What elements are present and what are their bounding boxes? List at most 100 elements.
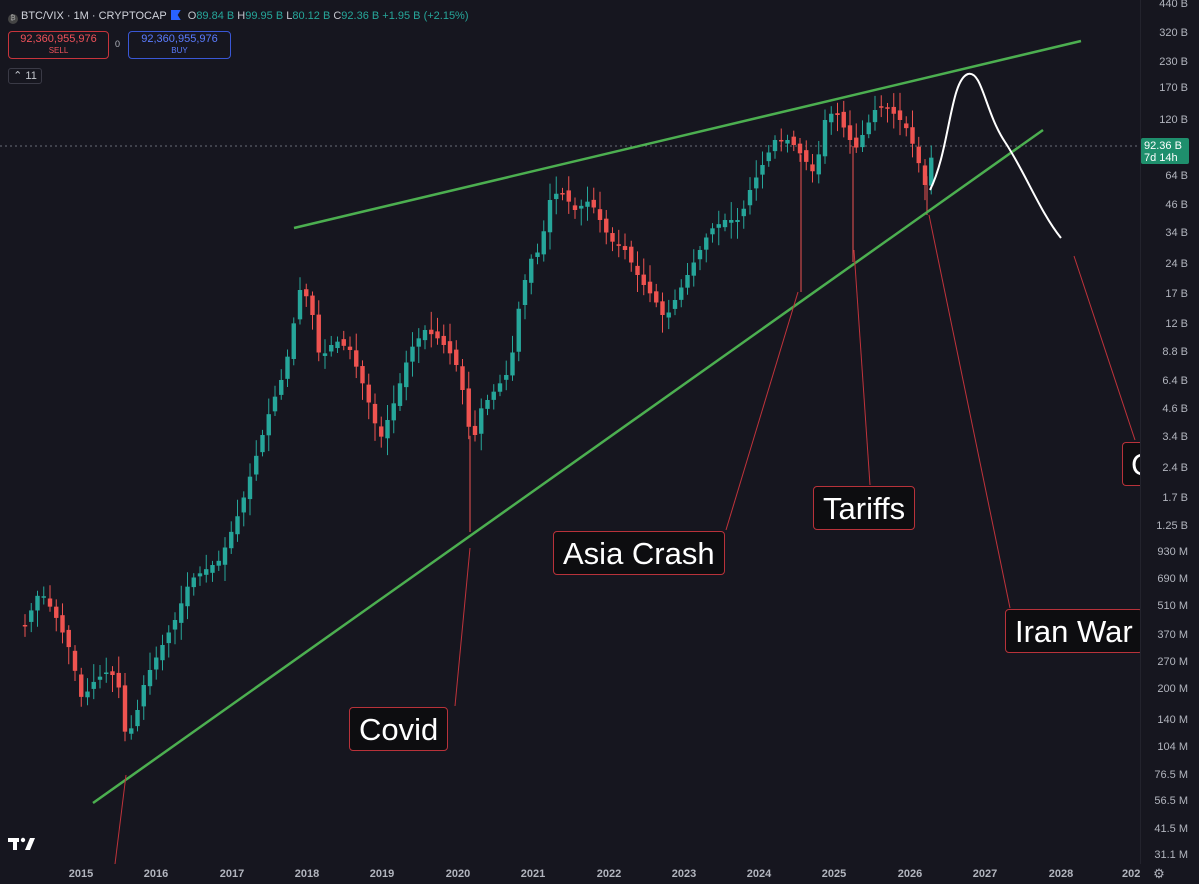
candle-body[interactable] — [810, 164, 815, 172]
candle-body[interactable] — [366, 384, 371, 403]
callout-asia-crash[interactable]: Asia Crash — [553, 531, 725, 575]
candle-body[interactable] — [747, 190, 753, 206]
sell-button[interactable]: 92,360,955,976 SELL — [8, 31, 109, 59]
candle-body[interactable] — [554, 193, 559, 200]
candle-body[interactable] — [829, 113, 834, 123]
candle-body[interactable] — [654, 291, 659, 303]
projection-path[interactable] — [929, 72, 1062, 239]
candle-body[interactable] — [879, 106, 884, 108]
candle-body[interactable] — [872, 110, 878, 123]
candle-body[interactable] — [266, 414, 271, 436]
candle-body[interactable] — [441, 335, 446, 345]
candle-body[interactable] — [385, 420, 390, 439]
candle-body[interactable] — [429, 329, 434, 335]
candle-body[interactable] — [904, 123, 909, 129]
candle-body[interactable] — [922, 165, 928, 185]
candle-body[interactable] — [666, 312, 671, 318]
candle-body[interactable] — [210, 565, 215, 573]
candle-body[interactable] — [391, 403, 396, 421]
candle-body[interactable] — [129, 728, 134, 734]
candle-body[interactable] — [629, 246, 634, 263]
candle-body[interactable] — [141, 685, 146, 707]
candle-body[interactable] — [497, 383, 503, 392]
candle-body[interactable] — [135, 710, 140, 727]
candle-body[interactable] — [779, 139, 784, 142]
candle-body[interactable] — [816, 154, 821, 175]
candle-body[interactable] — [541, 231, 546, 255]
candle-body[interactable] — [260, 435, 265, 453]
candle-body[interactable] — [291, 323, 296, 359]
candle-body[interactable] — [854, 137, 859, 148]
flag-icon[interactable] — [170, 10, 181, 20]
resistance-trendline[interactable] — [293, 39, 1082, 230]
candle-body[interactable] — [516, 308, 521, 352]
candle-body[interactable] — [529, 258, 534, 283]
candle-body[interactable] — [616, 244, 621, 246]
callout-cut-off[interactable]: C — [1122, 442, 1140, 486]
candle-body[interactable] — [104, 672, 109, 675]
buy-button[interactable]: 92,360,955,976 BUY — [128, 31, 231, 59]
candle-body[interactable] — [416, 338, 421, 347]
candle-body[interactable] — [504, 375, 509, 380]
candle-body[interactable] — [197, 573, 203, 577]
candle-body[interactable] — [122, 685, 128, 732]
candle-body[interactable] — [510, 352, 515, 376]
candle-body[interactable] — [410, 346, 415, 362]
candle-body[interactable] — [216, 560, 221, 566]
candle-body[interactable] — [910, 127, 915, 144]
candle-body[interactable] — [660, 301, 665, 315]
candle-body[interactable] — [735, 220, 740, 223]
support-trendline[interactable] — [92, 128, 1044, 805]
settings-gear-icon[interactable]: ⚙ — [1153, 866, 1165, 881]
candle-body[interactable] — [472, 425, 478, 435]
candle-body[interactable] — [716, 224, 721, 228]
candle-body[interactable] — [91, 681, 96, 689]
candle-body[interactable] — [741, 208, 746, 217]
candle-body[interactable] — [22, 625, 28, 627]
candle-body[interactable] — [822, 120, 828, 157]
candle-body[interactable] — [347, 346, 353, 350]
candle-body[interactable] — [72, 650, 78, 671]
candle-body[interactable] — [697, 250, 703, 260]
candle-body[interactable] — [247, 476, 253, 500]
candle-body[interactable] — [760, 165, 765, 175]
candle-body[interactable] — [460, 366, 465, 390]
candle-body[interactable] — [285, 356, 290, 379]
candle-body[interactable] — [704, 237, 709, 250]
candle-body[interactable] — [641, 274, 646, 285]
candle-body[interactable] — [272, 396, 278, 412]
candle-body[interactable] — [310, 295, 315, 315]
candle-body[interactable] — [41, 596, 46, 598]
candle-body[interactable] — [622, 246, 628, 250]
candle-body[interactable] — [591, 199, 596, 208]
candle-body[interactable] — [897, 110, 903, 120]
candle-body[interactable] — [485, 400, 490, 409]
candle-body[interactable] — [204, 569, 209, 575]
candle-body[interactable] — [372, 403, 378, 424]
candle-body[interactable] — [360, 366, 365, 384]
candle-body[interactable] — [191, 577, 196, 588]
candle-body[interactable] — [47, 598, 53, 607]
candle-body[interactable] — [354, 350, 359, 367]
candle-body[interactable] — [185, 586, 190, 607]
candle-body[interactable] — [254, 455, 259, 475]
candle-body[interactable] — [560, 193, 565, 195]
candle-body[interactable] — [797, 143, 803, 154]
candle-body[interactable] — [647, 281, 653, 294]
candle-body[interactable] — [66, 629, 71, 648]
candle-body[interactable] — [379, 426, 384, 437]
candle-body[interactable] — [804, 150, 809, 162]
candle-body[interactable] — [316, 314, 321, 353]
candle-body[interactable] — [754, 177, 759, 189]
candle-body[interactable] — [572, 205, 578, 210]
candle-body[interactable] — [166, 632, 171, 644]
candle-body[interactable] — [154, 657, 159, 670]
candle-body[interactable] — [772, 140, 778, 152]
candle-body[interactable] — [679, 287, 684, 300]
candle-body[interactable] — [160, 645, 165, 661]
candle-body[interactable] — [604, 218, 609, 233]
candle-body[interactable] — [860, 135, 865, 148]
candle-body[interactable] — [566, 190, 571, 202]
indicators-toggle[interactable]: ⌃ 11 — [8, 68, 42, 84]
candle-body[interactable] — [929, 157, 934, 186]
